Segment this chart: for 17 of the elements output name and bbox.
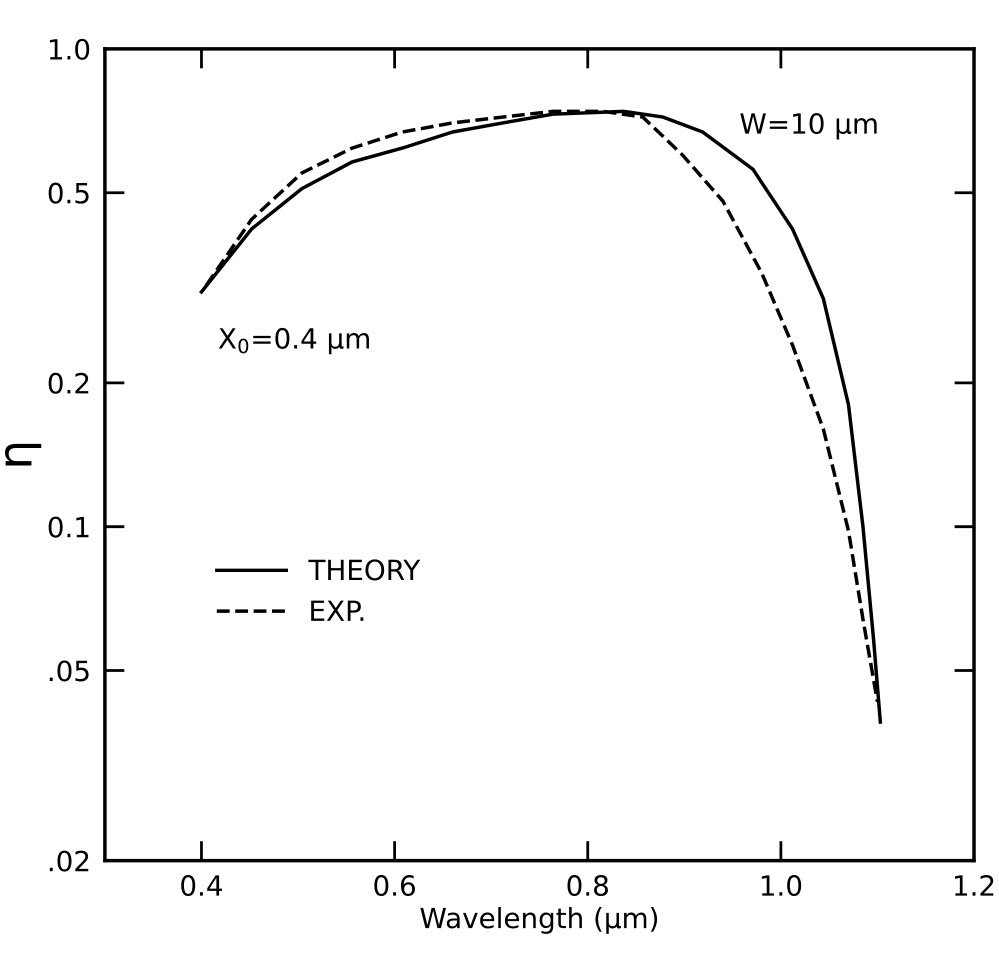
x-axis-title: Wavelength (μm) [420,906,658,934]
y-tick-label: 0.1 [48,516,88,538]
x-tick-label: 0.8 [567,875,608,896]
legend-label: EXP. [311,600,364,621]
y-tick-label: .05 [50,660,89,682]
y-tick-label: 1.0 [50,38,90,60]
annotation: W=10 μm [740,113,877,140]
y-tick-label: .02 [50,850,88,872]
y-tick-label: 0.2 [48,372,88,394]
x-tick-label: 1.0 [762,875,802,896]
y-axis-title: η [5,444,42,466]
y-tick-label: 0.5 [48,182,89,204]
x-tick-label: 1.2 [954,875,994,896]
legend-label: THEORY [308,559,420,580]
annotation: X$_{0}$=0.4 μm [218,328,369,354]
x-tick-label: 0.6 [374,875,415,896]
x-tick-label: 0.4 [181,875,222,896]
